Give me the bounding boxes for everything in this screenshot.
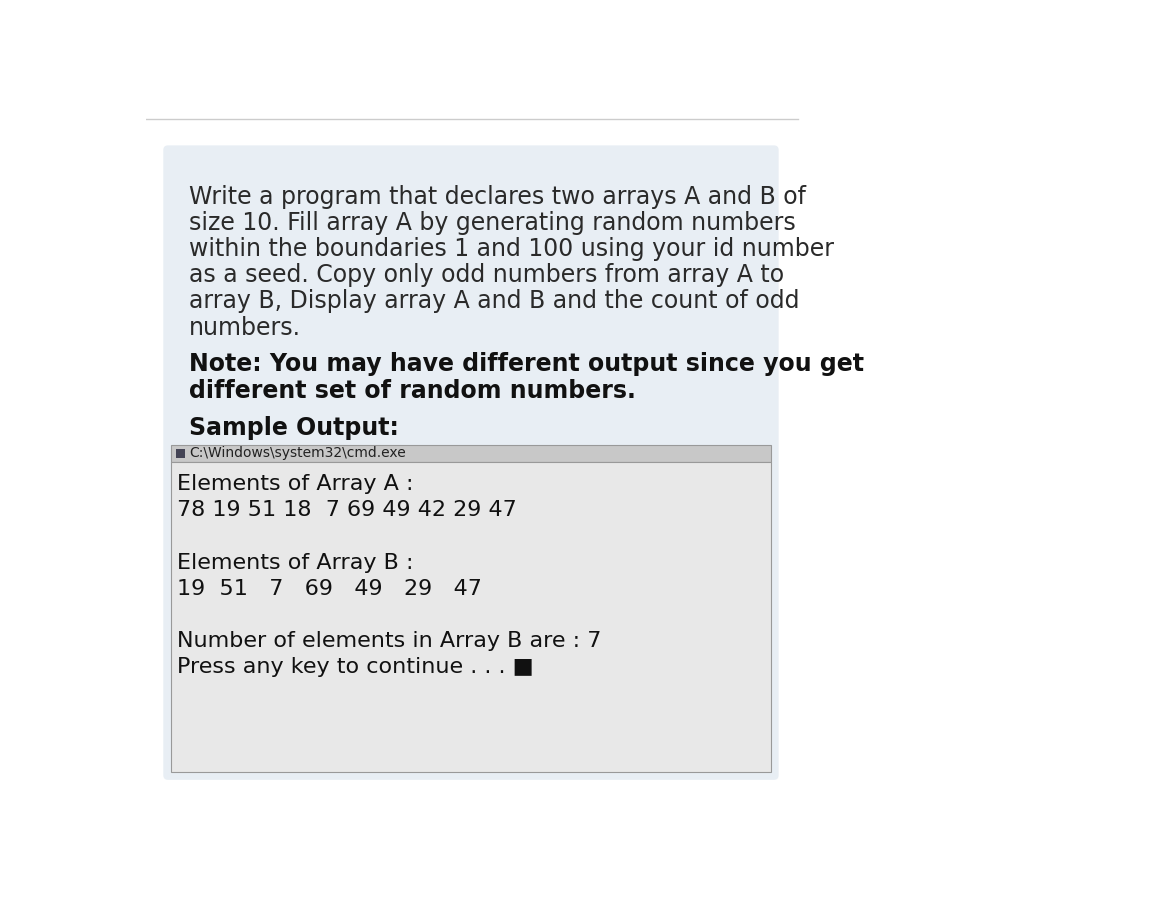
Text: Note: You may have different output since you get: Note: You may have different output sinc… [188,353,863,377]
FancyBboxPatch shape [171,462,771,772]
Text: different set of random numbers.: different set of random numbers. [188,379,635,403]
Text: Press any key to continue . . . ■: Press any key to continue . . . ■ [177,658,534,677]
Text: numbers.: numbers. [188,316,301,340]
Text: array B, Display array A and B and the count of odd: array B, Display array A and B and the c… [188,290,799,313]
Text: Number of elements in Array B are : 7: Number of elements in Array B are : 7 [177,631,601,651]
Text: 19  51   7   69   49   29   47: 19 51 7 69 49 29 47 [177,579,482,599]
Bar [176,448,185,458]
FancyBboxPatch shape [164,145,779,779]
Text: Sample Output:: Sample Output: [188,415,399,440]
FancyBboxPatch shape [171,445,771,462]
Text: as a seed. Copy only odd numbers from array A to: as a seed. Copy only odd numbers from ar… [188,263,784,287]
Text: C:\Windows\system32\cmd.exe: C:\Windows\system32\cmd.exe [190,447,406,460]
Text: size 10. Fill array A by generating random numbers: size 10. Fill array A by generating rand… [188,211,796,235]
Text: Elements of Array B :: Elements of Array B : [177,553,414,572]
Text: Elements of Array A :: Elements of Array A : [177,475,414,494]
Text: 78 19 51 18  7 69 49 42 29 47: 78 19 51 18 7 69 49 42 29 47 [177,501,517,520]
Text: Write a program that declares two arrays A and B of: Write a program that declares two arrays… [188,185,806,209]
Text: within the boundaries 1 and 100 using your id number: within the boundaries 1 and 100 using yo… [188,237,834,261]
